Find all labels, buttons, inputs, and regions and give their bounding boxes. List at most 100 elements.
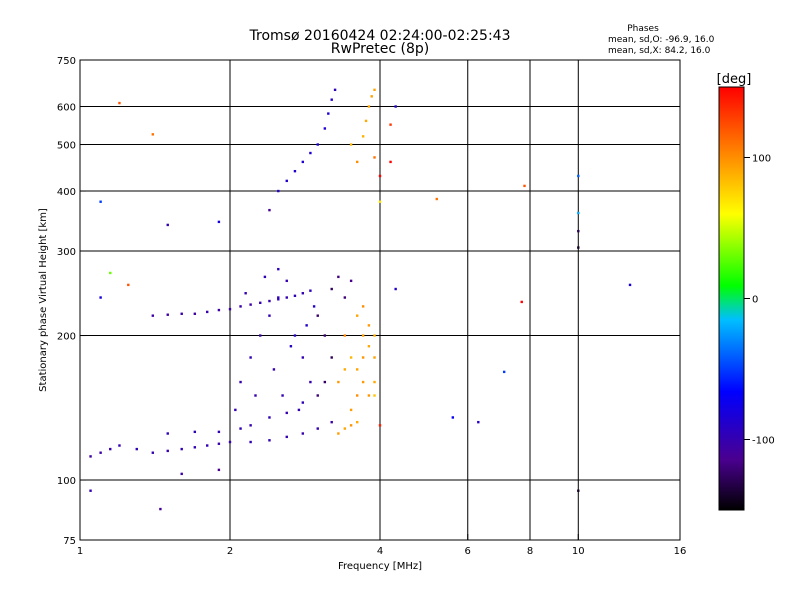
- data-point: [118, 101, 121, 105]
- data-point: [109, 271, 112, 275]
- data-point: [268, 299, 271, 303]
- data-point: [394, 287, 397, 291]
- chart-subtitle: RwPretec (8p): [331, 41, 429, 57]
- x-tick-label: 6: [465, 546, 471, 557]
- data-point: [180, 447, 183, 451]
- data-point: [367, 324, 371, 327]
- data-point: [378, 424, 382, 427]
- data-point: [259, 334, 262, 337]
- x-axis: 1 2 4 6 8 10 16: [77, 534, 687, 557]
- data-point: [451, 416, 455, 419]
- y-axis: 75 100 200 300 400 500 600 750: [57, 56, 86, 547]
- data-point: [628, 283, 632, 287]
- y-axis-label: Stationary phase Virtual Height [km]: [38, 208, 49, 392]
- data-point: [277, 267, 280, 271]
- data-point: [373, 356, 376, 359]
- data-point: [127, 283, 130, 287]
- data-point: [89, 489, 92, 492]
- data-point: [309, 289, 312, 292]
- data-point: [361, 380, 365, 384]
- data-point: [89, 455, 92, 458]
- data-point: [373, 380, 376, 384]
- data-point: [205, 444, 209, 447]
- colorbar-ticks: 100 0 -100: [744, 154, 775, 447]
- data-point: [277, 189, 280, 193]
- data-point: [373, 334, 376, 337]
- x-tick-label: 4: [377, 546, 383, 557]
- data-point: [378, 174, 382, 178]
- data-point: [577, 174, 580, 178]
- data-point: [520, 300, 523, 304]
- data-point: [109, 447, 112, 451]
- data-point: [330, 420, 333, 424]
- data-point: [193, 446, 197, 449]
- data-point: [272, 368, 276, 371]
- data-point: [277, 296, 280, 299]
- data-point: [364, 119, 368, 123]
- data-point: [355, 394, 359, 397]
- colorbar-tick-label: 0: [752, 295, 758, 306]
- data-point: [312, 305, 316, 308]
- data-point: [249, 440, 252, 444]
- data-point: [355, 368, 359, 371]
- data-point: [166, 223, 169, 227]
- y-tick-label: 750: [57, 56, 76, 67]
- data-point: [330, 287, 333, 291]
- data-point: [343, 427, 347, 430]
- data-point: [330, 356, 333, 359]
- data-point: [349, 279, 353, 283]
- data-point: [166, 449, 169, 453]
- data-point: [297, 408, 301, 412]
- x-tick-label: 10: [572, 546, 585, 557]
- data-point: [249, 303, 252, 306]
- data-point: [151, 133, 155, 136]
- data-point: [193, 430, 197, 434]
- data-point: [355, 160, 359, 164]
- data-point: [151, 314, 155, 317]
- x-tick-label: 16: [674, 546, 687, 557]
- data-point: [159, 507, 162, 511]
- data-point: [228, 307, 232, 311]
- data-point: [263, 275, 267, 279]
- colorbar-label: [deg]: [717, 72, 752, 87]
- data-point: [394, 105, 397, 108]
- data-point: [389, 123, 392, 126]
- y-tick-label: 600: [57, 103, 76, 114]
- data-point: [373, 88, 376, 92]
- data-point: [285, 411, 288, 415]
- x-tick-label: 8: [527, 546, 533, 557]
- stats-line-o: mean, sd,O: -96.9, 16.0: [608, 35, 715, 45]
- y-tick-label: 75: [63, 536, 76, 547]
- data-point: [361, 135, 365, 138]
- data-point: [249, 424, 252, 427]
- data-point: [244, 292, 247, 295]
- data-point: [293, 334, 297, 337]
- data-point: [151, 451, 155, 454]
- data-point: [99, 296, 102, 299]
- data-point: [349, 408, 353, 412]
- data-point: [309, 151, 312, 155]
- data-point: [99, 200, 102, 203]
- data-point: [180, 472, 183, 476]
- data-point: [577, 229, 580, 233]
- data-point: [316, 143, 319, 146]
- data-point: [193, 312, 197, 315]
- data-point: [316, 427, 319, 430]
- data-point: [301, 160, 305, 164]
- data-point: [205, 310, 209, 314]
- data-point: [285, 279, 288, 283]
- data-point: [389, 160, 392, 164]
- y-tick-label: 300: [57, 247, 76, 258]
- data-point: [285, 179, 288, 183]
- data-point: [337, 275, 340, 279]
- data-point: [349, 356, 353, 359]
- data-point: [323, 334, 327, 337]
- data-point: [330, 98, 333, 101]
- x-tick-label: 1: [77, 546, 83, 557]
- data-point: [166, 313, 169, 316]
- data-point: [118, 444, 121, 447]
- data-point: [327, 112, 330, 115]
- data-point: [323, 127, 327, 130]
- data-point: [367, 105, 371, 108]
